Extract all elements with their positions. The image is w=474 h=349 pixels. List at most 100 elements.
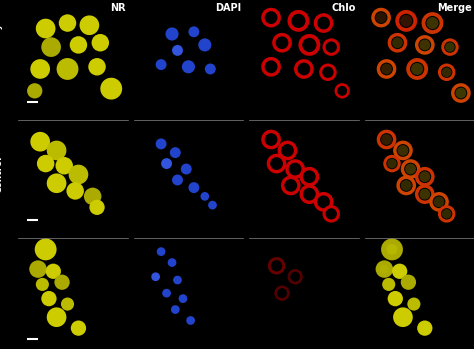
Text: Acidified: Acidified (0, 271, 3, 315)
Circle shape (419, 39, 430, 50)
Circle shape (71, 186, 80, 195)
Circle shape (261, 57, 281, 77)
Circle shape (271, 260, 282, 272)
Circle shape (388, 33, 407, 53)
Circle shape (317, 195, 330, 208)
Circle shape (170, 147, 181, 158)
Circle shape (407, 297, 420, 311)
Circle shape (427, 17, 438, 29)
Circle shape (272, 33, 292, 53)
Circle shape (274, 285, 290, 301)
Circle shape (158, 62, 164, 67)
Circle shape (322, 67, 334, 78)
Circle shape (189, 26, 200, 37)
Circle shape (300, 184, 319, 204)
Circle shape (96, 38, 105, 47)
Circle shape (371, 8, 391, 28)
Circle shape (164, 161, 169, 166)
Circle shape (399, 14, 413, 28)
Circle shape (392, 295, 399, 303)
Circle shape (52, 146, 62, 155)
Circle shape (317, 17, 330, 29)
Circle shape (421, 12, 443, 34)
Circle shape (69, 165, 88, 184)
Circle shape (175, 278, 180, 282)
Circle shape (383, 155, 401, 172)
Circle shape (300, 167, 319, 186)
Circle shape (392, 37, 403, 48)
Circle shape (421, 324, 428, 332)
Circle shape (203, 194, 207, 199)
Circle shape (210, 203, 215, 207)
Circle shape (49, 267, 57, 275)
Circle shape (64, 301, 71, 307)
Circle shape (41, 24, 51, 34)
Circle shape (415, 167, 435, 186)
Circle shape (375, 260, 393, 278)
Circle shape (47, 307, 66, 327)
Circle shape (198, 38, 211, 52)
Circle shape (415, 184, 435, 204)
Circle shape (186, 316, 195, 325)
Circle shape (173, 276, 182, 284)
Circle shape (261, 8, 281, 28)
Circle shape (52, 178, 62, 188)
Circle shape (189, 318, 193, 323)
Circle shape (415, 35, 435, 55)
Circle shape (290, 272, 300, 282)
Circle shape (400, 179, 412, 192)
Circle shape (377, 130, 396, 149)
Circle shape (172, 174, 183, 185)
Circle shape (281, 144, 294, 157)
Circle shape (92, 62, 101, 71)
Circle shape (165, 28, 179, 40)
Circle shape (314, 192, 333, 212)
Circle shape (319, 64, 337, 81)
Circle shape (410, 62, 424, 76)
Circle shape (164, 291, 169, 295)
Circle shape (159, 250, 163, 254)
Circle shape (434, 196, 445, 207)
Circle shape (168, 258, 176, 267)
Circle shape (303, 188, 316, 201)
Circle shape (74, 40, 83, 49)
Circle shape (326, 42, 337, 53)
Circle shape (386, 244, 398, 255)
Circle shape (80, 15, 99, 35)
Circle shape (179, 294, 187, 303)
Circle shape (61, 297, 74, 311)
Circle shape (275, 36, 288, 49)
Circle shape (442, 67, 452, 77)
Circle shape (386, 158, 398, 169)
Circle shape (455, 87, 467, 99)
Circle shape (377, 59, 396, 79)
Circle shape (385, 281, 392, 288)
Circle shape (35, 238, 56, 260)
Circle shape (47, 141, 66, 160)
Circle shape (46, 263, 61, 279)
Circle shape (55, 275, 70, 290)
Circle shape (380, 62, 393, 75)
Circle shape (322, 205, 340, 223)
Circle shape (267, 154, 286, 173)
Circle shape (303, 170, 316, 183)
Circle shape (392, 263, 407, 279)
Circle shape (419, 171, 430, 182)
Circle shape (201, 42, 208, 48)
Circle shape (191, 185, 197, 190)
Circle shape (419, 170, 431, 183)
Circle shape (429, 192, 449, 212)
Circle shape (59, 14, 76, 32)
Circle shape (46, 42, 56, 52)
Text: Before assay: Before assay (0, 23, 3, 89)
Circle shape (55, 157, 73, 174)
Circle shape (381, 134, 392, 145)
Circle shape (185, 64, 191, 70)
Circle shape (277, 288, 287, 298)
Circle shape (441, 67, 452, 78)
Circle shape (181, 164, 191, 174)
Circle shape (45, 295, 53, 303)
Circle shape (289, 163, 301, 176)
Circle shape (56, 58, 78, 80)
Circle shape (60, 161, 69, 170)
